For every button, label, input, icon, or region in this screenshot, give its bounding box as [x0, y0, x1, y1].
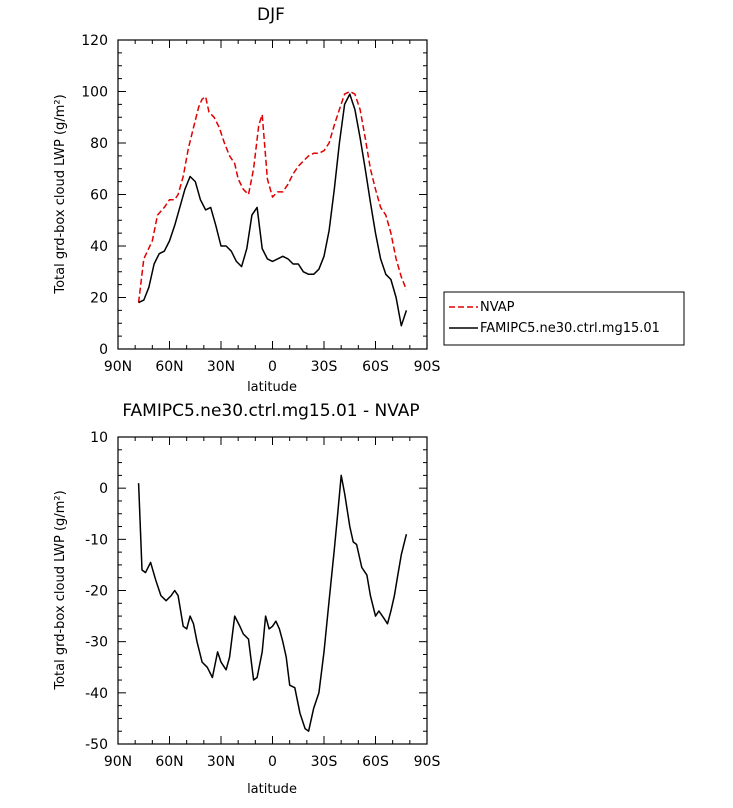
top-y-tick-label: 60 [90, 188, 108, 204]
top-chart-title: DJF [257, 5, 285, 25]
bottom-series-line-0 [137, 474, 408, 732]
top-series-lines [137, 90, 408, 327]
top-x-tick-label: 90S [414, 359, 441, 375]
bottom-ticks [117, 436, 428, 745]
top-plot-frame [117, 39, 428, 350]
legend-label-famipc5: FAMIPC5.ne30.ctrl.mg15.01 [480, 321, 660, 336]
legend: NVAP FAMIPC5.ne30.ctrl.mg15.01 [443, 291, 685, 346]
bottom-x-tick-labels: 90N 60N 30N 0 30S 60S 90S [104, 754, 441, 770]
top-y-tick-label: 100 [81, 85, 108, 101]
top-y-tick-label: 40 [90, 239, 108, 255]
bottom-y-tick-label: -30 [85, 635, 108, 651]
legend-label-nvap: NVAP [480, 300, 515, 315]
bottom-x-tick-label: 30N [207, 754, 235, 770]
top-x-tick-label: 90N [104, 359, 132, 375]
top-ticks [117, 39, 428, 350]
bottom-y-tick-labels: -50 -40 -30 -20 -10 0 10 [85, 430, 108, 753]
bottom-y-tick-label: -50 [85, 737, 108, 753]
top-x-axis-label: latitude [247, 380, 297, 395]
bottom-y-tick-label: -40 [85, 686, 108, 702]
bottom-x-axis-label: latitude [247, 782, 297, 797]
top-series-line-1 [138, 93, 408, 327]
top-y-tick-label: 120 [81, 33, 108, 49]
bottom-x-tick-label: 90S [414, 754, 441, 770]
bottom-panel: FAMIPC5.ne30.ctrl.mg15.01 - NVAP -50-40-… [53, 401, 440, 797]
top-y-tick-label: 80 [90, 136, 108, 152]
top-x-tick-labels: 90N 60N 30N 0 30S 60S 90S [104, 359, 441, 375]
top-y-tick-label: 0 [99, 342, 108, 358]
bottom-x-tick-label: 90N [104, 754, 132, 770]
top-y-tick-label: 20 [90, 291, 108, 307]
top-x-tick-label: 60S [362, 359, 389, 375]
bottom-x-tick-label: 30S [311, 754, 338, 770]
bottom-y-tick-label: -20 [85, 584, 108, 600]
bottom-y-tick-label: 0 [99, 481, 108, 497]
bottom-plot-frame [117, 436, 428, 745]
top-x-tick-label: 30N [207, 359, 235, 375]
bottom-x-tick-label: 60S [362, 754, 389, 770]
bottom-x-tick-label: 0 [268, 754, 277, 770]
bottom-y-tick-label: 10 [90, 430, 108, 446]
top-x-tick-label: 0 [268, 359, 277, 375]
top-x-tick-label: 30S [311, 359, 338, 375]
top-y-axis-label: Total grd-box cloud LWP (g/m²) [53, 94, 68, 294]
bottom-chart-title: FAMIPC5.ne30.ctrl.mg15.01 - NVAP [122, 401, 419, 421]
top-x-tick-label: 60N [155, 359, 183, 375]
bottom-y-axis-label: Total grd-box cloud LWP (g/m²) [53, 490, 68, 690]
top-y-tick-labels: 0 20 40 60 80 100 120 [81, 33, 108, 358]
legend-box [443, 291, 685, 346]
bottom-y-tick-label: -10 [85, 532, 108, 548]
top-series-line-0 [137, 90, 408, 303]
bottom-x-tick-label: 60N [155, 754, 183, 770]
bottom-series-lines [137, 474, 408, 732]
